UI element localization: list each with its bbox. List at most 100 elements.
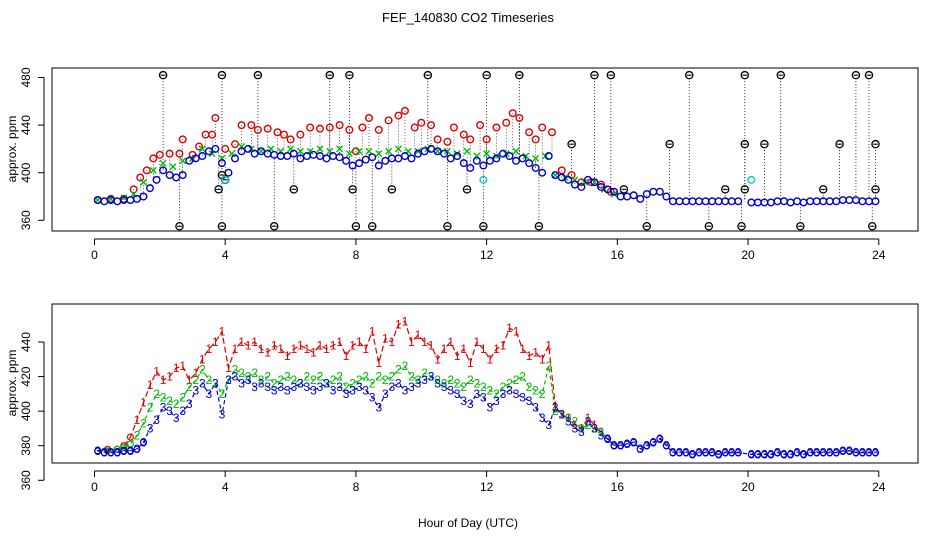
series-2-point [120,194,128,202]
outlier-point [796,221,805,231]
series-2-marker: 2 [598,425,605,439]
series-1-marker: 1 [500,338,507,352]
series-3-marker: 3 [728,446,735,460]
series-2-marker: 2 [454,377,461,391]
series-3-point [407,154,416,163]
outlier-point [871,185,880,194]
series-3-ring [715,450,723,458]
series-2-marker: 2 [225,373,232,387]
series-1-marker: 1 [271,338,278,352]
series-3-marker: 3 [225,373,232,387]
series-3-marker: 3 [473,387,480,401]
series-1-ring [126,433,135,441]
series-2-ring [126,440,135,448]
series-3-ring [773,449,782,457]
series-3-point [564,175,573,184]
top-y-axis-label: approx. ppm [5,116,19,183]
series-1-point [221,144,230,153]
series-3-marker: 3 [598,428,605,442]
series-3-point [231,154,240,163]
outlier-point [665,139,674,149]
series-1-marker: 1 [199,352,206,366]
series-3-marker: 3 [232,370,239,384]
outlier-point [606,70,616,80]
bottom-y-tick-label: 400 [19,401,33,421]
series-3-marker: 3 [447,383,454,397]
series-2-point [463,147,471,155]
series-3-marker: 3 [578,425,585,439]
series-3-marker: 3 [846,444,853,458]
series-3-point [538,168,547,177]
series-3-point [400,152,409,161]
series-2-marker: 2 [382,373,389,387]
series-3-marker: 3 [310,383,317,397]
series-1-point [492,123,501,132]
top-plot-frame [51,67,919,232]
series-2-marker: 2 [389,370,396,384]
series-2-marker: 2 [500,380,507,394]
series-3-point [113,197,122,206]
series-1-marker: 1 [480,342,487,356]
series-3-point [793,197,802,206]
bottom-y-axis-label: approx. ppm [5,350,19,417]
series-1-marker: 1 [526,349,533,363]
series-3-marker: 3 [853,446,860,460]
series-1-point [459,130,468,139]
series-3-point [812,197,821,206]
series-3-marker: 3 [774,446,781,460]
outlier-point [704,221,714,231]
series-3-point [727,197,736,206]
series-1-marker: 1 [225,361,232,375]
series-3-point [217,159,226,168]
series-3-marker: 3 [722,446,729,460]
series-3-marker: 3 [604,432,611,446]
series-1-marker: 1 [598,425,605,439]
series-3-ring [126,447,135,455]
series-2-line [97,365,615,452]
outlier-point [387,185,397,194]
series-2-point [365,147,373,155]
series-2-marker: 2 [428,370,435,384]
series-3-marker: 3 [349,383,356,397]
series-3-point [361,155,370,164]
series-1-point [286,135,295,144]
series-3-point [433,147,442,156]
series-2-marker: 2 [192,373,199,387]
series-2-marker: 2 [506,377,513,391]
series-3-point [551,171,560,180]
series-3-marker: 3 [624,437,631,451]
series-3-point [283,152,292,161]
series-3-ring [630,438,638,446]
outlier-point [619,185,629,194]
series-1-point [211,113,220,122]
series-3-marker: 3 [264,380,271,394]
series-3-point [374,161,383,170]
series-3-point [159,166,168,175]
series-1-point [482,135,491,144]
series-3-point [146,184,155,193]
bottom-x-tick-label: 12 [480,480,494,494]
series-3-marker: 3 [794,446,801,460]
series-3-point [505,152,514,161]
outlier-point [462,185,472,194]
series-2-marker: 2 [532,383,539,397]
outlier-point [269,221,279,231]
series-3-point [466,163,475,172]
series-3-ring [871,449,880,457]
series-2-marker: 2 [284,370,291,384]
series-3-point [342,156,351,165]
series-3-point [825,197,834,206]
series-1-marker: 1 [565,411,572,425]
series-3-ring [636,445,644,453]
series-2-point [296,147,304,155]
series-2-marker: 2 [402,359,409,373]
series-3-marker: 3 [866,446,873,460]
series-2-marker: 2 [219,387,226,401]
series-2-point [140,178,147,186]
series-1-marker: 1 [513,325,520,339]
series-3-marker: 3 [833,446,840,460]
bottom-plot-frame [51,303,919,464]
series-3-ring [94,447,102,455]
series-3-marker: 3 [415,377,422,391]
series-1-marker: 1 [238,335,245,349]
